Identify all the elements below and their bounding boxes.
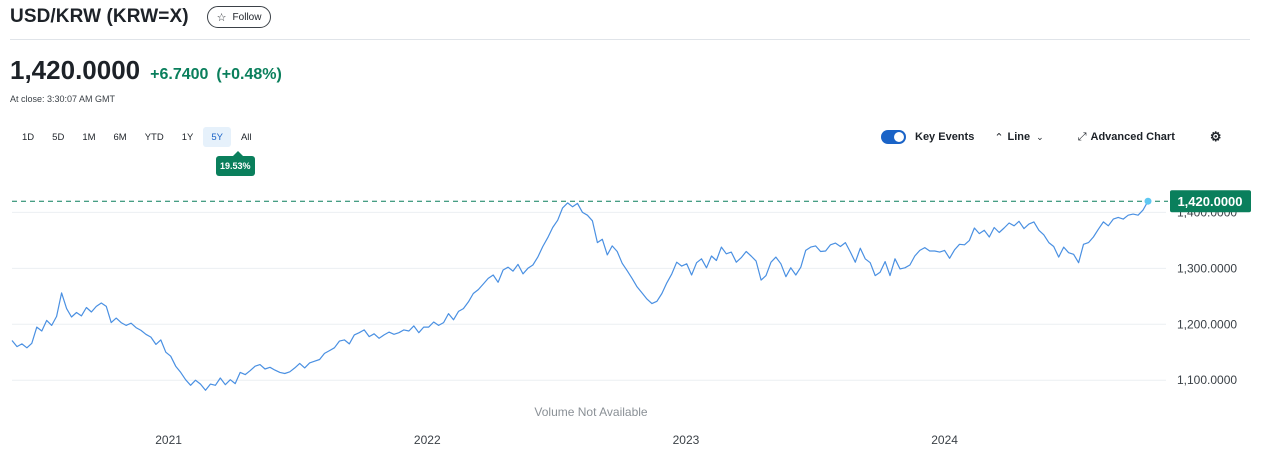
price-change-percent: (+0.48%) xyxy=(216,66,282,83)
range-1m[interactable]: 1M xyxy=(82,131,96,143)
x-tick-label: 2024 xyxy=(931,433,958,447)
y-tick-label: 1,200.0000 xyxy=(1177,317,1237,331)
range-all[interactable]: All xyxy=(240,131,252,143)
star-outline-icon: ☆ xyxy=(216,11,227,24)
volume-note: Volume Not Available xyxy=(534,405,648,419)
page-title: USD/KRW (KRW=X) xyxy=(10,6,189,27)
y-tick-label: 1,300.0000 xyxy=(1177,261,1237,275)
header-divider xyxy=(10,39,1250,40)
key-events-label: Key Events xyxy=(915,131,975,143)
chevron-down-icon: ⌄ xyxy=(1036,131,1044,142)
range-1y[interactable]: 1Y xyxy=(181,131,194,143)
line-chart-icon: ⌃ xyxy=(994,131,1004,144)
performance-tooltip: 19.53% xyxy=(216,151,255,176)
header: USD/KRW (KRW=X) ☆ Follow xyxy=(10,6,272,28)
chart-controls: Key Events ⌃ Line ⌄ ⤢ Advanced Chart ⚙ xyxy=(881,129,1222,145)
range-ytd[interactable]: YTD xyxy=(144,131,164,143)
last-value-label: 1,420.0000 xyxy=(1177,194,1242,209)
x-tick-label: 2021 xyxy=(155,433,182,447)
x-tick-label: 2023 xyxy=(673,433,700,447)
chart-type-label: Line xyxy=(1007,131,1031,143)
y-tick-label: 1,100.0000 xyxy=(1177,373,1237,387)
last-value-badge xyxy=(1170,190,1251,213)
range-6m[interactable]: 6M xyxy=(113,131,127,143)
gear-icon[interactable]: ⚙ xyxy=(1209,129,1222,144)
advanced-chart-button[interactable]: ⤢ Advanced Chart xyxy=(1078,131,1175,144)
range-1d[interactable]: 1D xyxy=(22,131,35,143)
key-events-toggle[interactable] xyxy=(881,130,906,144)
chart-type-dropdown[interactable]: ⌃ Line ⌄ xyxy=(994,131,1043,144)
close-time: At close: 3:30:07 AM GMT xyxy=(10,94,116,104)
follow-button[interactable]: ☆ Follow xyxy=(206,6,272,28)
follow-label: Follow xyxy=(232,11,262,23)
price-value: 1,420.0000 xyxy=(10,55,141,85)
expand-icon: ⤢ xyxy=(1077,130,1087,143)
x-tick-label: 2022 xyxy=(414,433,441,447)
advanced-chart-label: Advanced Chart xyxy=(1090,131,1175,143)
range-5y[interactable]: 5Y xyxy=(203,127,231,147)
price-change: +6.7400 xyxy=(150,66,209,83)
range-selector: 1D 5D 1M 6M YTD 1Y 5Y All xyxy=(14,127,262,147)
quote-summary: 1,420.0000 +6.7400 (+0.48%) xyxy=(10,55,282,86)
range-5d[interactable]: 5D xyxy=(52,131,65,143)
last-point-marker xyxy=(1144,197,1152,205)
price-line xyxy=(11,200,1149,391)
